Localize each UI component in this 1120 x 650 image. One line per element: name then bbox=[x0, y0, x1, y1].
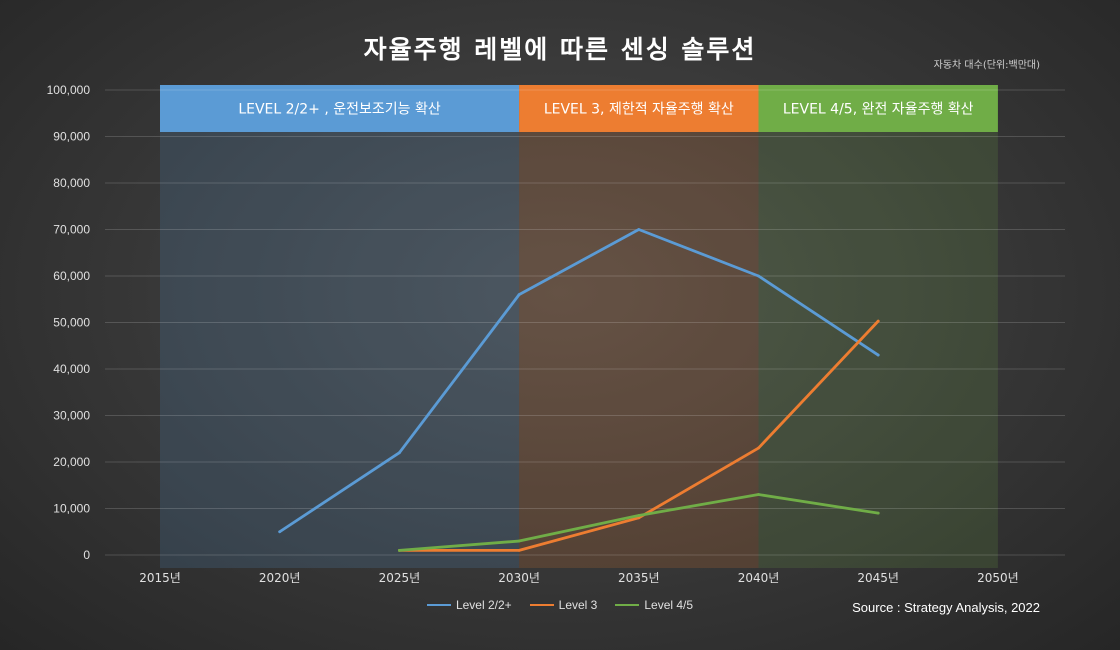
legend-label: Level 2/2+ bbox=[455, 598, 512, 612]
data-point-0-3 bbox=[637, 228, 641, 231]
phase-band-2 bbox=[758, 85, 998, 568]
y-tick-label-2: 20,000 bbox=[53, 455, 90, 469]
unit-note: 자동차 대수(단위:백만대) bbox=[933, 60, 1040, 71]
y-tick-label-3: 30,000 bbox=[53, 409, 90, 423]
y-tick-label-7: 70,000 bbox=[53, 223, 90, 237]
data-point-1-4 bbox=[876, 319, 880, 323]
data-point-2-2 bbox=[637, 514, 641, 517]
data-point-1-1 bbox=[517, 548, 521, 552]
phase-band-1 bbox=[519, 85, 759, 568]
y-tick-label-5: 50,000 bbox=[53, 316, 90, 330]
data-point-2-4 bbox=[876, 511, 880, 515]
legend-item-0: Level 2/2+ bbox=[426, 598, 512, 612]
legend-label: Level 4/5 bbox=[644, 598, 694, 612]
source-note: Source : Strategy Analysis, 2022 bbox=[852, 600, 1040, 615]
chart-title: 자율주행 레벨에 따른 센싱 솔루션 bbox=[363, 35, 757, 64]
data-point-0-0 bbox=[278, 530, 282, 534]
legend-item-1: Level 3 bbox=[529, 598, 598, 612]
phase-header-2 bbox=[758, 85, 998, 132]
phase-header-0 bbox=[160, 85, 520, 132]
data-point-1-2 bbox=[637, 516, 641, 520]
y-tick-label-0: 0 bbox=[83, 548, 90, 562]
x-tick-label-2: 2025년 bbox=[379, 571, 421, 585]
x-tick-label-4: 2035년 bbox=[618, 571, 660, 585]
y-tick-label-9: 90,000 bbox=[53, 130, 90, 144]
x-tick-label-3: 2030년 bbox=[498, 571, 540, 585]
data-point-1-3 bbox=[757, 446, 760, 450]
x-tick-label-1: 2020년 bbox=[259, 571, 301, 585]
data-point-2-1 bbox=[517, 539, 521, 543]
legend-swatch bbox=[615, 604, 640, 606]
x-tick-label-7: 2050년 bbox=[977, 571, 1019, 585]
y-tick-label-8: 80,000 bbox=[53, 176, 90, 190]
phase-label-1: LEVEL 3, 제한적 자율주행 확산 bbox=[544, 102, 734, 118]
data-point-2-0 bbox=[398, 548, 401, 552]
x-tick-label-6: 2045년 bbox=[857, 571, 899, 585]
x-tick-label-5: 2040년 bbox=[738, 571, 780, 585]
y-tick-label-4: 40,000 bbox=[53, 362, 90, 376]
legend-swatch bbox=[529, 604, 554, 606]
phase-band-0 bbox=[160, 85, 520, 568]
legend-item-2: Level 4/5 bbox=[615, 598, 693, 612]
data-point-0-2 bbox=[517, 293, 521, 296]
legend-swatch bbox=[426, 604, 451, 606]
y-tick-label-10: 100,000 bbox=[47, 83, 91, 97]
data-point-0-4 bbox=[757, 274, 760, 278]
y-tick-label-1: 10,000 bbox=[53, 502, 90, 516]
x-tick-label-0: 2015년 bbox=[139, 571, 181, 585]
data-point-2-3 bbox=[757, 493, 760, 496]
y-tick-label-6: 60,000 bbox=[53, 269, 90, 283]
series-line-0 bbox=[278, 228, 880, 534]
phase-header-1 bbox=[519, 85, 759, 132]
data-point-0-5 bbox=[876, 353, 880, 357]
legend: Level 2/2+ Level 3 Level 4/5 bbox=[0, 598, 1120, 612]
phase-label-2: LEVEL 4/5, 완전 자율주행 확산 bbox=[783, 102, 974, 118]
phase-label-0: LEVEL 2/2+ , 운전보조기능 확산 bbox=[238, 102, 441, 118]
data-point-0-1 bbox=[398, 451, 401, 455]
legend-label: Level 3 bbox=[558, 598, 598, 612]
